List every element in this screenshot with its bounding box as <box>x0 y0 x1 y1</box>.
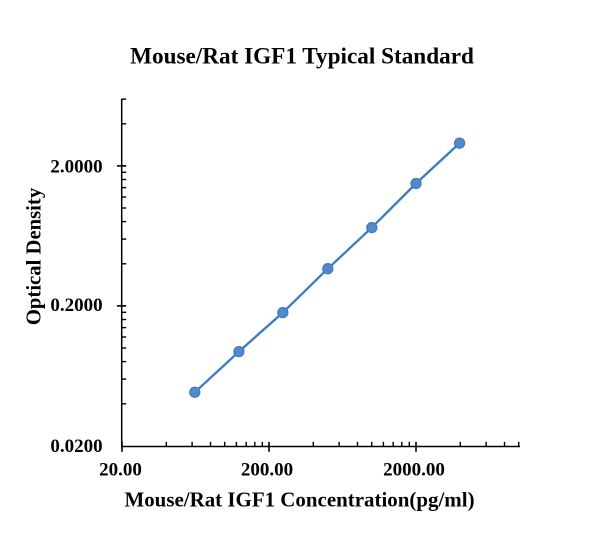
svg-text:0.2000: 0.2000 <box>50 295 102 316</box>
svg-text:Mouse/Rat IGF1 Typical Standar: Mouse/Rat IGF1 Typical Standard <box>130 43 474 69</box>
svg-text:Mouse/Rat IGF1 Concentration(p: Mouse/Rat IGF1 Concentration(pg/ml) <box>124 488 474 512</box>
svg-text:20.00: 20.00 <box>99 460 142 481</box>
svg-text:2000.00: 2000.00 <box>383 460 445 481</box>
svg-text:0.0200: 0.0200 <box>50 436 102 457</box>
svg-text:Optical Density: Optical Density <box>24 187 46 325</box>
svg-text:2.0000: 2.0000 <box>50 156 102 177</box>
svg-text:200.00: 200.00 <box>241 460 293 481</box>
